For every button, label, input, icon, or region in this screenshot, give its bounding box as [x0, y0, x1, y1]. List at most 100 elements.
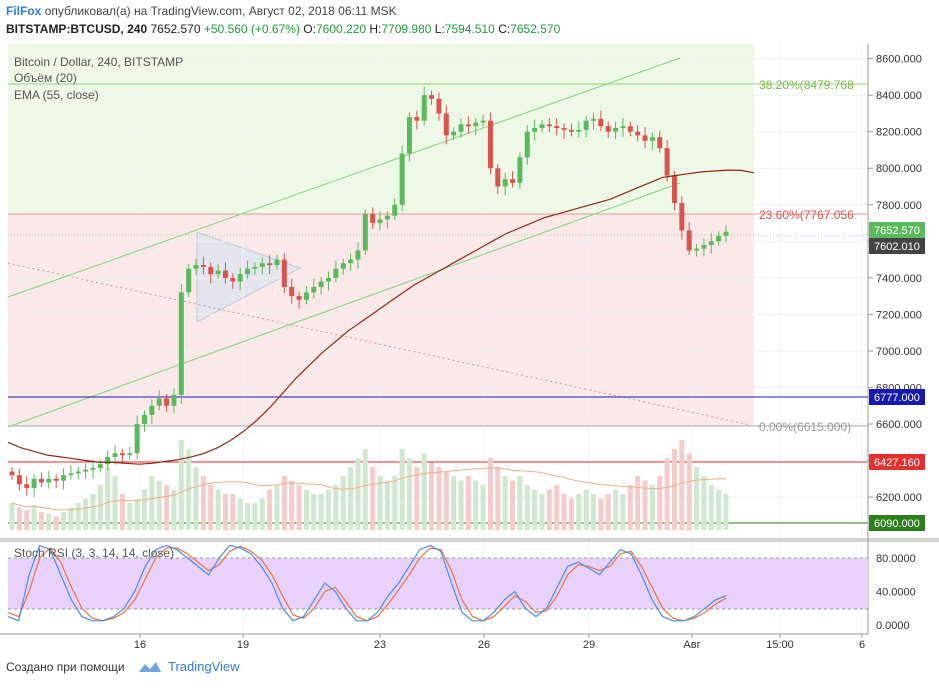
price-tick-label: 8000.000 [876, 163, 922, 175]
candle-body [16, 475, 22, 485]
candle-body [487, 120, 493, 169]
dotted-trend-line [7, 262, 751, 426]
volume-bar [605, 494, 611, 530]
time-tick-label: 6 [859, 639, 865, 651]
candle-body [524, 131, 530, 158]
volume-bar [222, 494, 228, 530]
symbol-label: BITSTAMP:BTCUSD, 240 [6, 22, 148, 36]
candle-body [46, 478, 52, 483]
volume-bar [61, 512, 67, 530]
volume-bar [318, 494, 324, 530]
volume-bar [38, 512, 44, 530]
candle-body [97, 464, 103, 468]
svg-text:6777.000: 6777.000 [874, 392, 920, 404]
candle-body [318, 281, 324, 287]
volume-bar [642, 480, 648, 530]
candle-body [200, 265, 206, 267]
volume-bar [583, 489, 589, 530]
candle-body [237, 274, 243, 282]
channel-lower-line [7, 182, 681, 428]
volume-bar [370, 467, 376, 530]
volume-bar [31, 504, 37, 530]
candle-body [392, 204, 398, 216]
volume-bar [524, 485, 530, 530]
volume-bar [502, 476, 508, 530]
volume-bar [414, 467, 420, 530]
price-tick-label: 7800.000 [876, 200, 922, 212]
candle-body [311, 287, 317, 293]
candle-body [9, 471, 15, 476]
candle-body [156, 398, 162, 406]
stoch-band [8, 558, 868, 609]
time-tick-label: 19 [237, 639, 249, 651]
candle-body [429, 95, 435, 99]
svg-text:7602.010: 7602.010 [874, 241, 920, 253]
candle-body [657, 137, 663, 149]
volume-bar [303, 489, 309, 530]
candle-body [281, 259, 287, 287]
tradingview-logo-icon [139, 661, 161, 672]
fib-zone-lower [8, 214, 754, 426]
svg-text:6427.160: 6427.160 [874, 457, 920, 469]
price-axis: 6200.0006400.0006600.0006800.0007000.000… [868, 54, 922, 504]
candle-body [384, 215, 390, 220]
time-tick-label: Авг [683, 639, 700, 651]
candle-body [90, 467, 96, 470]
candle-body [68, 473, 74, 476]
volume-legend: Объём (20) [14, 71, 77, 85]
volume-bar [679, 440, 685, 530]
volume-bar [635, 476, 641, 530]
open-value: 7600.220 [315, 22, 367, 36]
candle-body [362, 213, 368, 251]
candle-body [679, 202, 685, 231]
last-price: 7652.570 [150, 22, 201, 36]
candle-body [326, 277, 332, 282]
volume-bar [149, 476, 155, 530]
candle-body [708, 241, 714, 245]
badge-blue: 6777.000 [869, 389, 925, 405]
price-tick-label: 6600.000 [876, 419, 922, 431]
volume-bar [171, 489, 177, 530]
volume-bar [83, 498, 89, 530]
candle-body [141, 414, 147, 425]
candle-body [274, 259, 280, 266]
candle-body [222, 270, 228, 278]
volume-bar [480, 485, 486, 530]
candle-body [583, 120, 589, 130]
candle-body [421, 95, 427, 121]
volume-bar [333, 485, 339, 530]
footer-created: Создано при помощи [6, 660, 125, 674]
volume-bar [245, 503, 251, 530]
volume-bar [215, 489, 221, 530]
high-label: H: [369, 22, 382, 36]
candle-body [171, 394, 177, 406]
time-axis: 16 19 23 26 29 Авг 15:00 6 [134, 634, 865, 651]
volume-bar [399, 449, 405, 530]
candle-body [164, 398, 170, 406]
price-tick-label: 7400.000 [876, 273, 922, 285]
candle-body [649, 137, 655, 141]
candle-body [31, 478, 37, 488]
volume-bar [193, 467, 199, 530]
time-tick-label: 26 [478, 639, 490, 651]
volume-bar [237, 498, 243, 530]
candle-body [399, 153, 405, 205]
volume-bar [392, 476, 398, 530]
author-name[interactable]: FilFox [6, 4, 42, 18]
volume-bar [436, 467, 442, 530]
svg-text:7652.570: 7652.570 [874, 225, 920, 237]
tradingview-link[interactable]: TradingView [138, 659, 240, 674]
candle-body [303, 292, 309, 300]
volume-bar [406, 458, 412, 530]
volume-bar [554, 485, 560, 530]
volume-bar [377, 476, 383, 530]
volume-bar [252, 503, 258, 530]
price-change: +50.560 (+0.67%) [203, 22, 300, 36]
volume-bar [178, 440, 184, 530]
candle-body [296, 296, 302, 300]
ohlc-header: BITSTAMP:BTCUSD, 240 7652.570 +50.560 (+… [6, 22, 560, 36]
candle-body [510, 179, 516, 183]
volume-bar [134, 498, 140, 530]
volume-bar [362, 449, 368, 530]
